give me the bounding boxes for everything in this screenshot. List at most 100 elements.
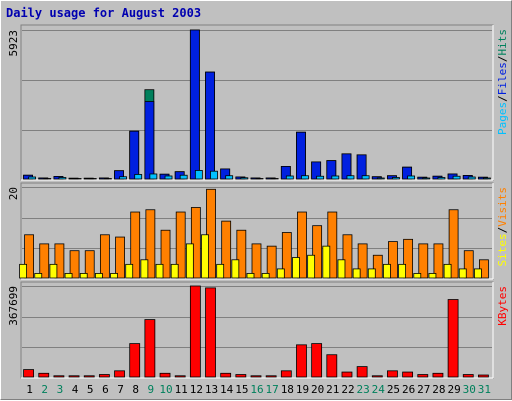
bar-sites-21: [322, 245, 331, 279]
bar-visits-12: [190, 207, 201, 279]
bar-visits-9: [145, 209, 156, 279]
bar-kbytes-26: [402, 371, 414, 378]
bar-sites-20: [307, 254, 316, 279]
day-label-19: 19: [296, 383, 309, 396]
bar-kbytes-25: [387, 370, 398, 378]
bar-visits-3: [54, 243, 65, 279]
bar-kbytes-13: [205, 287, 216, 378]
bar-sites-28: [428, 273, 437, 279]
bar-kbytes-12: [189, 285, 201, 378]
bar-visits-23: [357, 243, 368, 279]
bar-visits-16: [251, 243, 262, 279]
bar-visits-21: [327, 211, 338, 279]
bar-files-18: [280, 166, 291, 180]
bar-sites-25: [383, 263, 391, 279]
bar-visits-5: [84, 250, 95, 279]
bar-kbytes-6: [98, 374, 110, 378]
day-label-3: 3: [57, 383, 64, 396]
bar-pages-10: [164, 175, 173, 180]
bar-kbytes-29: [447, 299, 459, 378]
bar-files-21: [326, 160, 337, 180]
bar-sites-26: [398, 263, 407, 279]
bar-kbytes-15: [235, 374, 247, 378]
bar-pages-4: [73, 178, 82, 180]
bar-pages-28: [437, 177, 446, 180]
bar-kbytes-16: [250, 375, 262, 378]
bar-kbytes-22: [341, 371, 353, 378]
bar-files-9: [144, 101, 155, 180]
bar-sites-19: [292, 257, 300, 279]
day-label-2: 2: [41, 383, 48, 396]
bar-pages-23: [361, 175, 370, 180]
bar-sites-24: [367, 268, 376, 279]
bar-kbytes-5: [83, 375, 95, 378]
bar-visits-6: [99, 234, 110, 279]
legend-hits-files-pages: Pages/Files/Hits: [496, 29, 509, 135]
legend-entry-pages: Pages: [496, 102, 509, 135]
bar-files-8: [129, 130, 140, 180]
bar-kbytes-3: [53, 375, 65, 378]
bar-files-26: [402, 166, 413, 180]
day-label-20: 20: [311, 383, 324, 396]
day-label-10: 10: [159, 383, 172, 396]
bar-visits-17: [266, 245, 277, 279]
day-label-21: 21: [326, 383, 339, 396]
bar-visits-13: [206, 188, 216, 279]
bar-pages-29: [452, 175, 461, 180]
bar-visits-28: [433, 243, 444, 279]
max-label-hits-files-pages: 5923: [7, 30, 20, 57]
day-label-15: 15: [235, 383, 248, 396]
day-label-14: 14: [220, 383, 234, 396]
bar-sites-10: [155, 263, 164, 279]
bar-visits-15: [236, 229, 247, 279]
day-label-16: 16: [250, 383, 263, 396]
bar-visits-1: [24, 234, 34, 279]
bar-pages-31: [483, 177, 491, 180]
bar-pages-25: [392, 177, 400, 180]
bar-pages-5: [88, 178, 97, 180]
bar-pages-12: [194, 170, 203, 180]
bar-files-14: [220, 168, 231, 180]
bar-kbytes-9: [144, 319, 156, 378]
bar-kbytes-17: [265, 375, 277, 378]
bar-kbytes-19: [296, 344, 307, 378]
legend-entry-separator: /: [496, 95, 509, 102]
bar-sites-15: [231, 259, 240, 279]
bar-kbytes-23: [356, 366, 368, 378]
panel-hits-files-pages: [20, 24, 494, 181]
bar-sites-29: [443, 263, 452, 279]
bar-files-19: [296, 131, 306, 180]
bar-pages-30: [467, 176, 476, 180]
bar-pages-14: [225, 175, 234, 180]
bar-pages-17: [270, 178, 279, 180]
bar-kbytes-11: [174, 375, 186, 378]
legend-entry-sites: Sites: [496, 233, 509, 266]
bar-files-7: [114, 170, 124, 180]
bar-sites-31: [474, 268, 482, 279]
bar-pages-22: [346, 175, 355, 180]
bar-sites-7: [110, 273, 118, 279]
bar-sites-17: [261, 273, 270, 279]
bar-sites-11: [170, 263, 179, 279]
bar-visits-29: [448, 209, 459, 279]
bar-sites-5: [79, 273, 88, 279]
bar-sites-12: [185, 243, 194, 279]
bar-visits-4: [69, 250, 80, 279]
bar-kbytes-27: [417, 374, 429, 378]
bar-pages-20: [316, 175, 325, 180]
bar-sites-22: [337, 259, 346, 279]
legend-entry-separator: /: [496, 56, 509, 63]
bar-visits-25: [388, 241, 398, 279]
bar-sites-3: [49, 263, 58, 279]
day-label-31: 31: [478, 383, 491, 396]
bar-pages-15: [240, 177, 249, 180]
bar-pages-16: [255, 178, 264, 180]
legend-entry-visits: Visits: [496, 187, 509, 227]
bar-pages-19: [301, 175, 309, 180]
bar-pages-6: [103, 178, 112, 180]
bar-pages-27: [422, 177, 431, 180]
bar-sites-14: [216, 263, 225, 279]
bar-pages-11: [179, 174, 188, 180]
bar-sites-6: [94, 273, 103, 279]
bar-files-20: [311, 161, 322, 180]
